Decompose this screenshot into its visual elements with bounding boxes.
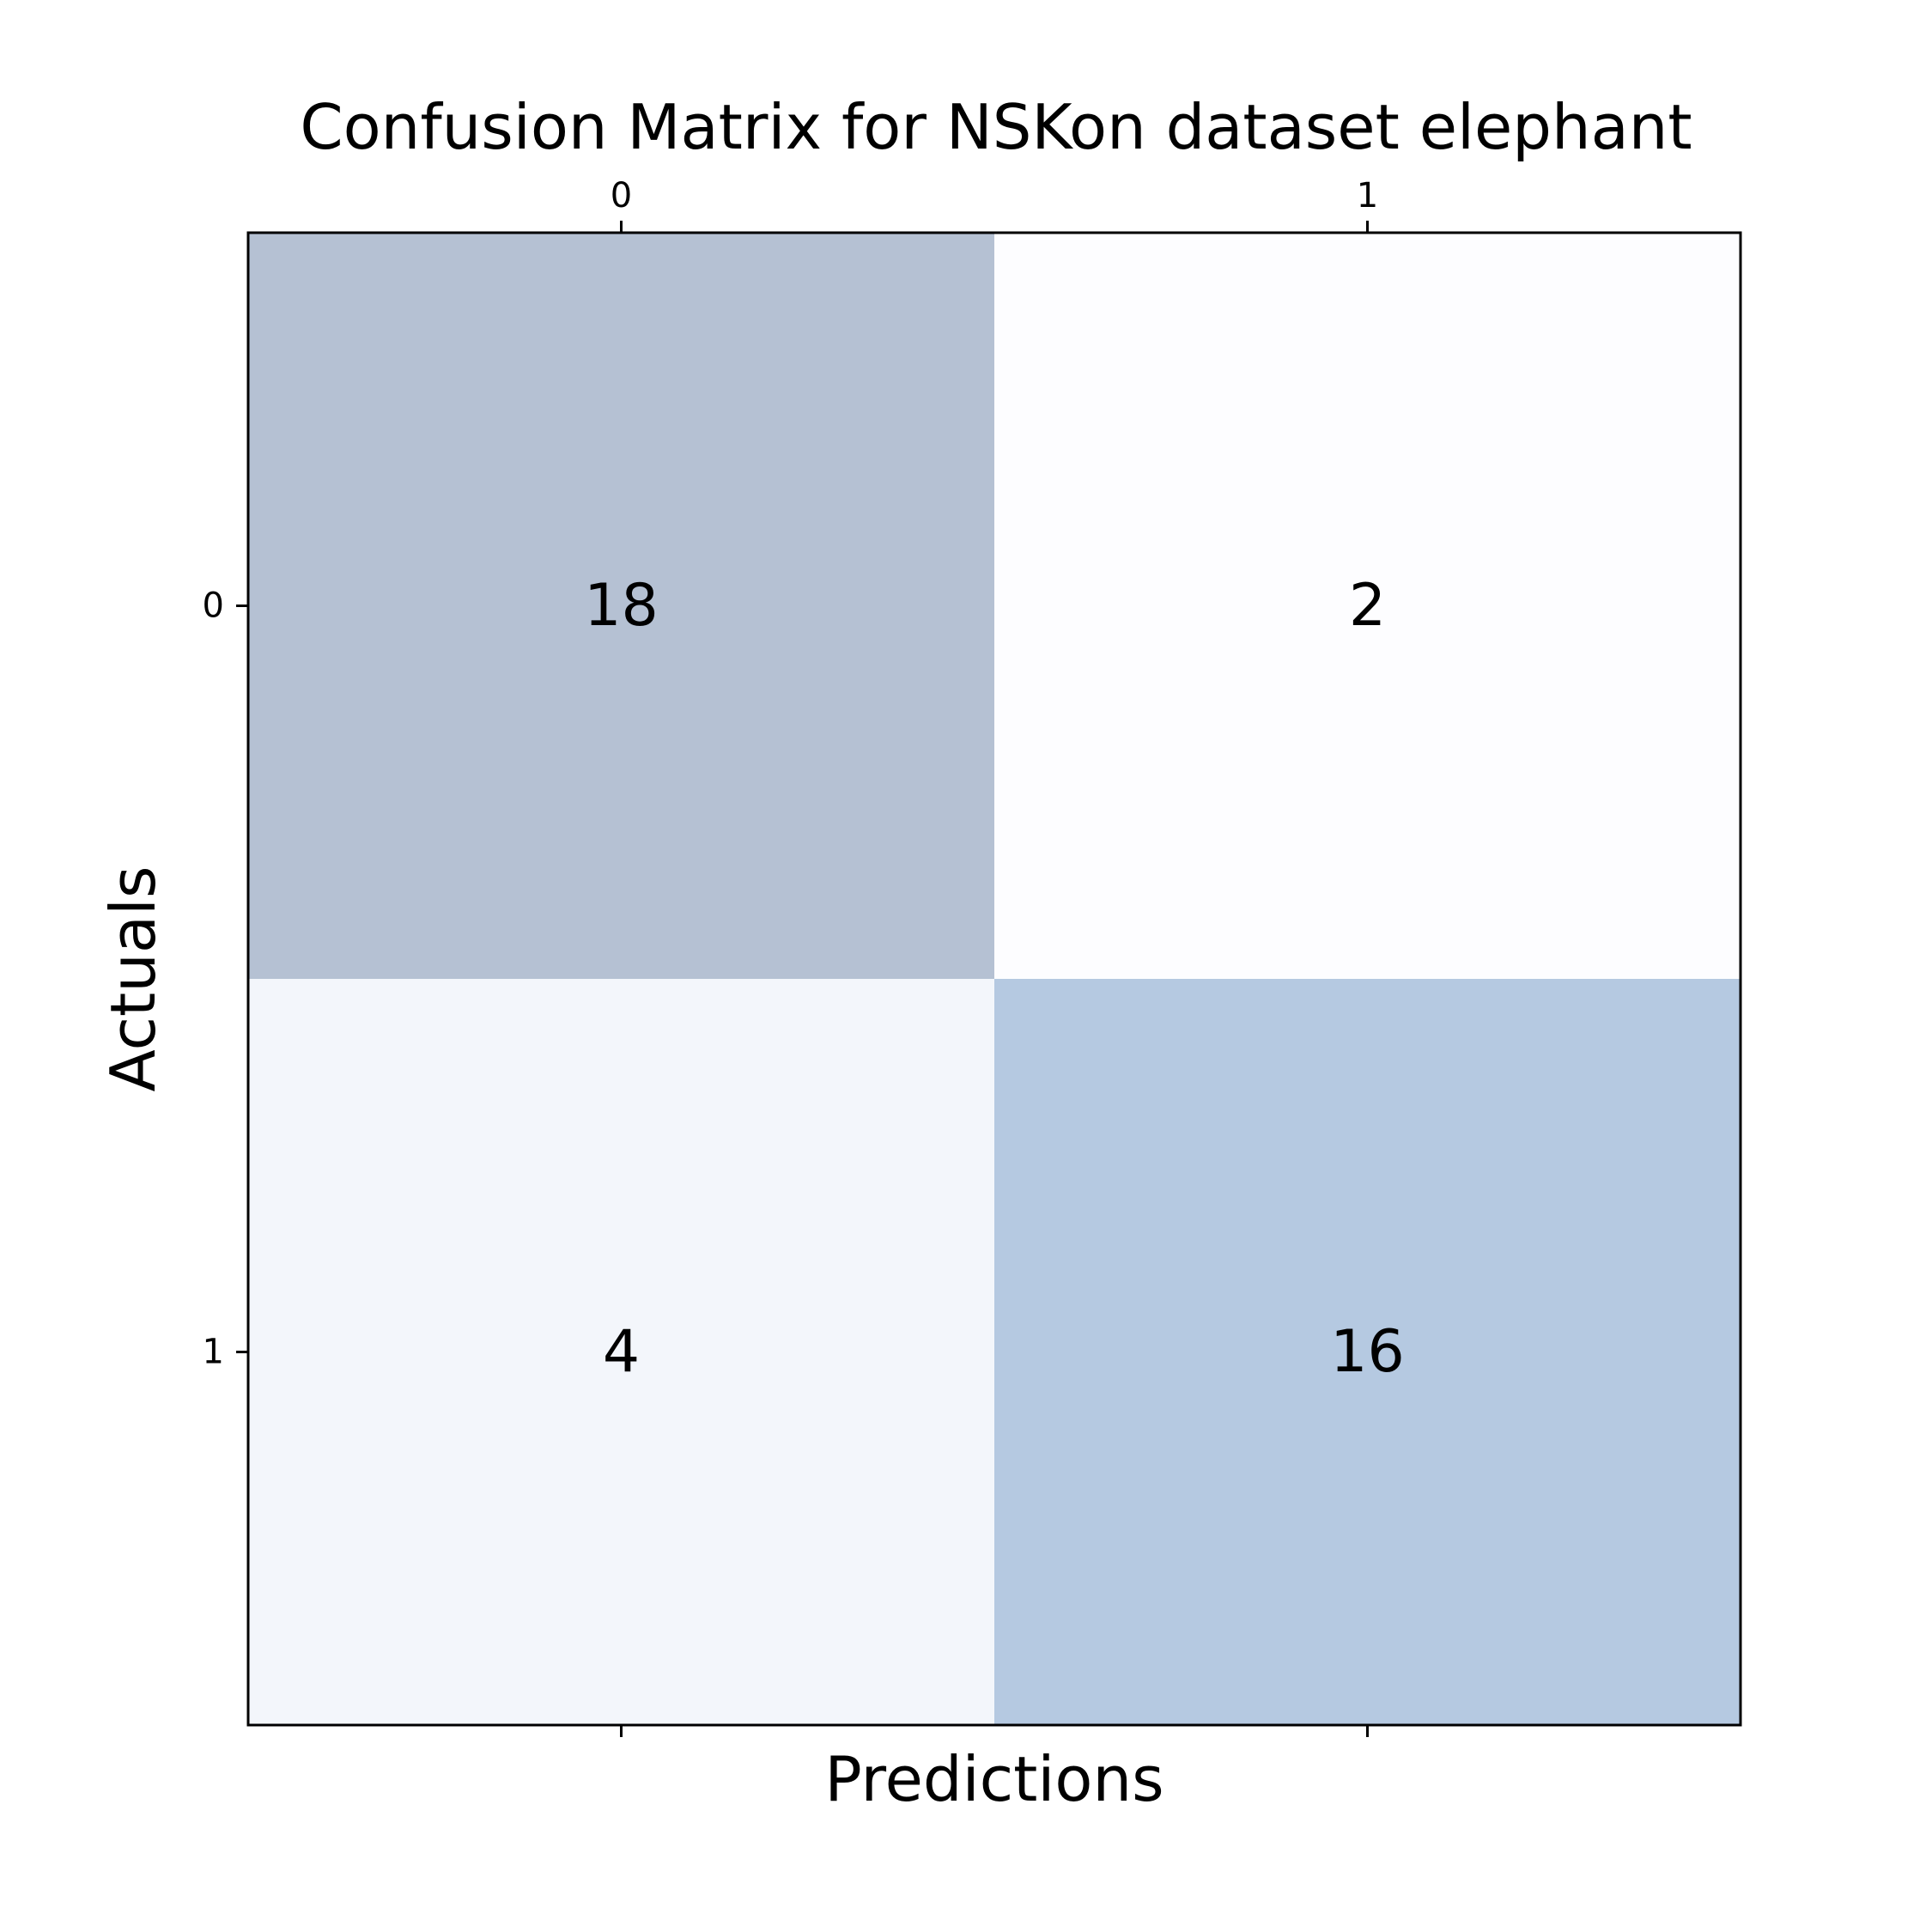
x-tick-label-1: 1 xyxy=(1357,176,1378,216)
chart-title: Confusion Matrix for NSKon dataset eleph… xyxy=(300,91,1692,163)
x-tick-label-0: 0 xyxy=(611,176,632,216)
matrix-cell-labels: 18 2 4 16 xyxy=(584,572,1405,1386)
x-axis-label: Predictions xyxy=(824,1743,1163,1815)
y-tick-label-1: 1 xyxy=(203,1333,224,1372)
matrix-cell-r0-c0 xyxy=(248,233,994,979)
cell-value-r1-c1: 16 xyxy=(1330,1318,1405,1386)
cell-value-r1-c0: 4 xyxy=(603,1318,640,1386)
y-axis-label: Actuals xyxy=(97,866,169,1091)
matrix-cell-r1-c1 xyxy=(994,979,1741,1725)
matrix-cell-r1-c0 xyxy=(248,979,994,1725)
y-tick-label-0: 0 xyxy=(203,586,224,626)
plot-frame xyxy=(246,231,1742,1727)
axis-ticks: 0 1 0 1 xyxy=(203,176,1378,1737)
cell-value-r0-c0: 18 xyxy=(584,572,659,640)
cell-value-r0-c1: 2 xyxy=(1349,572,1386,640)
matrix-cell-r0-c1 xyxy=(994,233,1741,979)
matrix-cells xyxy=(248,233,1741,1725)
